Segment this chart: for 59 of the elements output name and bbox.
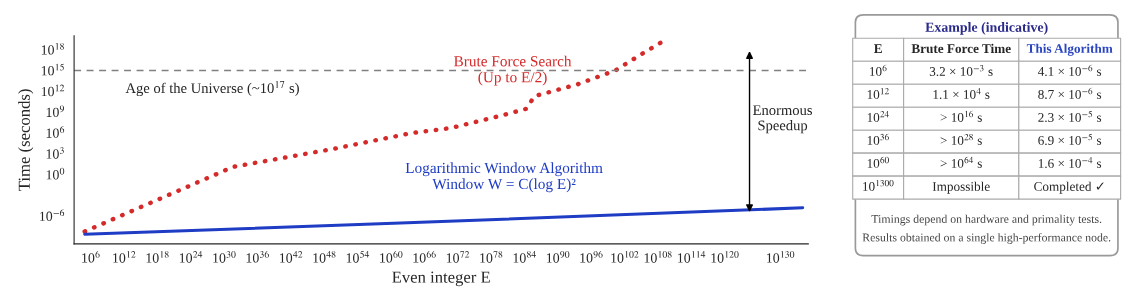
y-tick-label: 10$^{15}$	[41, 63, 64, 76]
y-tick-label: 10$^{−6}$	[40, 209, 65, 221]
x-tick-label: 10$^{42}$	[280, 251, 303, 263]
text: > 10$^{64}$ s	[940, 156, 982, 168]
x-tick-label: 10$^{36}$	[246, 250, 269, 263]
text: 1.6 × 10$^{−4}$ s	[1038, 156, 1102, 168]
y-tick-label: 10$^{6}$	[46, 126, 65, 138]
y-tick-label: 10$^{12}$	[41, 84, 65, 97]
y-tick-label: 10$^{3}$	[46, 147, 64, 159]
x-tick-label: 10$^{12}$	[113, 251, 136, 263]
x-tick-label: 10$^{54}$	[346, 250, 370, 263]
x-tick-label: 10$^{90}$	[546, 251, 570, 263]
x-tick-label: 10$^{66}$	[413, 250, 436, 263]
category-label: This Algorithm	[1026, 43, 1113, 56]
x-tick-label: 10$^{108}$	[644, 251, 672, 263]
x-axis-title: Even integer E	[392, 271, 490, 287]
y-tick-label: 10$^{9}$	[46, 105, 65, 118]
text: Timings depend on hardware and primality tests.	[871, 214, 1102, 226]
x-tick-label: 10$^{60}$	[380, 250, 403, 263]
text: > 10$^{16}$ s	[940, 110, 982, 122]
x-tick-label: 10$^{114}$	[678, 251, 706, 263]
series-label: Logarithmic Window Algorithm Window W = C(log E)²	[405, 162, 603, 193]
x-tick-label: 10$^{78}$	[480, 251, 503, 263]
x-tick-label: 10$^{120}$	[711, 251, 739, 263]
text: 10$^{12}$	[867, 87, 889, 99]
text: Results obtained on a single high-performance node.	[862, 233, 1111, 244]
x-tick-label: 10$^{30}$	[213, 251, 236, 263]
text: 2.3 × 10$^{−5}$ s	[1038, 110, 1102, 122]
text: 10$^{6}$	[870, 64, 887, 76]
text: 3.2 × 10$^{−3}$ s	[929, 64, 993, 77]
text: 10$^{60}$	[867, 156, 889, 168]
category-label: Brute Force Time	[911, 43, 1011, 54]
x-tick-label: 10$^{130}$	[767, 251, 795, 263]
text: Example (indicative)	[925, 22, 1048, 35]
text: 8.7 × 10$^{−6}$ s	[1038, 87, 1102, 99]
text: 4.1 × 10$^{−6}$ s	[1037, 64, 1102, 76]
ref-line-label: Age of the Universe (~10$^{17}$ s)	[125, 80, 299, 97]
text: 10$^{24}$	[867, 110, 889, 122]
annotation: Enormous Speedup	[753, 105, 813, 134]
series-label: Brute Force Search (Up to E/2)	[454, 55, 572, 86]
x-tick-label: 10$^{24}$	[179, 251, 203, 263]
y-axis-title: Time (seconds)	[18, 89, 34, 191]
text: 10$^{36}$	[867, 133, 889, 145]
y-tick-label: 10$^{0}$	[46, 167, 65, 180]
text: > 10$^{28}$ s	[940, 133, 982, 145]
text: 1.1 × 10$^{4}$ s	[933, 87, 990, 100]
x-tick-label: 10$^{84}$	[513, 251, 536, 263]
x-tick-label: 10$^{96}$	[580, 250, 603, 263]
x-tick-label: 10$^{72}$	[446, 251, 470, 263]
text: Impossible	[932, 181, 990, 194]
y-tick-label: 10$^{18}$	[41, 42, 64, 55]
x-tick-label: 10$^{6}$	[82, 250, 100, 263]
x-tick-label: 10$^{48}$	[313, 251, 336, 263]
x-tick-label: 10$^{102}$	[611, 251, 639, 263]
text: Completed ✓	[1034, 181, 1104, 194]
text: 10$^{1300}$	[863, 179, 894, 191]
text: 6.9 × 10$^{−5}$ s	[1038, 133, 1102, 145]
x-tick-label: 10$^{18}$	[146, 251, 169, 263]
category-label: E	[873, 44, 882, 53]
